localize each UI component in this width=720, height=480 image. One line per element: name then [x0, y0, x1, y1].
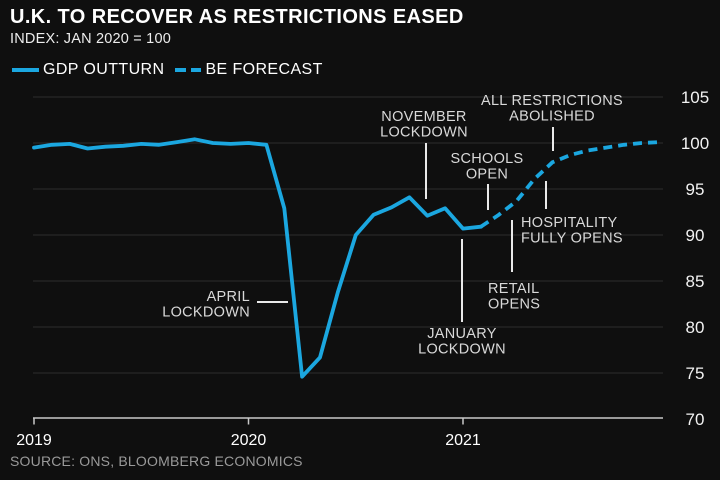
legend-label-gdp-outturn: GDP OUTTURN: [43, 61, 165, 78]
dashed-line-swatch: [175, 68, 202, 72]
annotation-january-lockdown: JANUARY LOCKDOWN: [418, 326, 506, 358]
legend-label-be-forecast: BE FORECAST: [205, 61, 323, 78]
series-gdp-outturn: [32, 137, 483, 379]
x-axis-label-2019: 2019: [16, 432, 52, 449]
y-axis-label-70: 70: [686, 410, 705, 429]
y-axis-label-80: 80: [686, 318, 705, 337]
legend-item-be-forecast: BE FORECAST: [175, 61, 322, 79]
series-be-forecast: [479, 140, 660, 229]
legend-item-gdp-outturn: GDP OUTTURN: [12, 61, 164, 79]
chart-subtitle: INDEX: JAN 2020 = 100: [10, 31, 171, 47]
x-axis-label-2020: 2020: [231, 432, 267, 449]
y-axis-label-90: 90: [686, 226, 705, 245]
legend: GDP OUTTURN BE FORECAST: [12, 61, 323, 79]
solid-line-swatch: [12, 68, 39, 72]
y-axis-label-95: 95: [686, 180, 705, 199]
annotation-all-restrictions-abolished: ALL RESTRICTIONS ABOLISHED: [481, 93, 623, 125]
y-axis-label-105: 105: [681, 88, 709, 107]
chart-title: U.K. TO RECOVER AS RESTRICTIONS EASED: [10, 6, 464, 28]
y-axis-label-100: 100: [681, 134, 709, 153]
y-axis-label-85: 85: [686, 272, 705, 291]
annotation-schools-open: SCHOOLS OPEN: [450, 151, 523, 183]
annotation-november-lockdown: NOVEMBER LOCKDOWN: [380, 109, 468, 141]
annotation-hospitality-fully-opens: HOSPITALITY FULLY OPENS: [521, 215, 623, 247]
x-axis-label-2021: 2021: [445, 432, 481, 449]
source-credit: SOURCE: ONS, BLOOMBERG ECONOMICS: [10, 453, 303, 469]
annotation-april-lockdown: APRIL LOCKDOWN: [162, 289, 250, 321]
y-axis-label-75: 75: [686, 364, 705, 383]
annotation-retail-opens: RETAIL OPENS: [488, 281, 540, 313]
